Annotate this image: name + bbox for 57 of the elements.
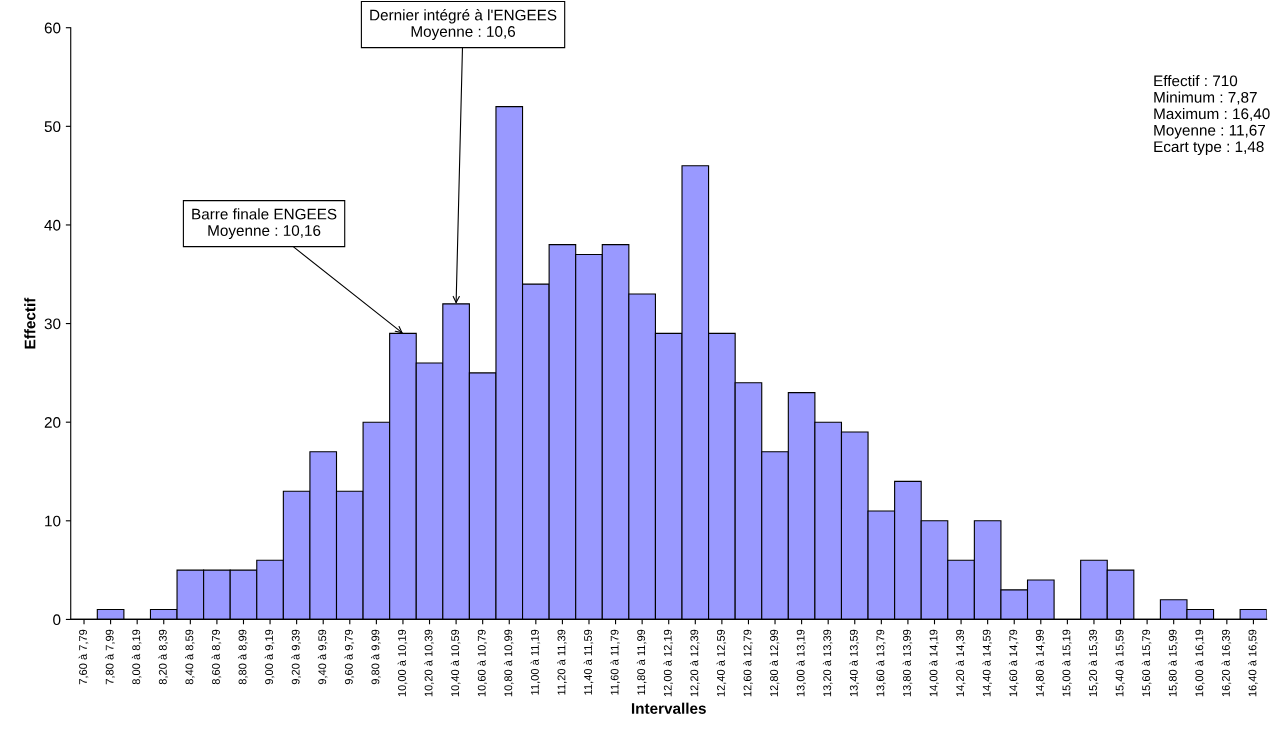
x-axis-title: Intervalles bbox=[631, 702, 706, 714]
x-tick-label: 12,00 à 12,19 bbox=[663, 629, 674, 697]
x-tick-label: 7,60 à 7,79 bbox=[78, 629, 89, 685]
x-tick-label: 15,80 à 15,99 bbox=[1168, 629, 1178, 697]
x-tick-label: 16,20 à 16,39 bbox=[1221, 629, 1232, 697]
x-tick-label: 8,60 à 8,79 bbox=[211, 629, 222, 685]
x-tick-label: 14,60 à 14,79 bbox=[1008, 629, 1019, 697]
x-tick-label: 11,20 à 11,39 bbox=[557, 629, 567, 695]
x-tick-label: 9,40 à 9,59 bbox=[317, 629, 328, 685]
x-tick-label: 7,80 à 7,99 bbox=[105, 629, 115, 685]
x-tick-label: 14,40 à 14,59 bbox=[982, 629, 992, 697]
x-tick-label: 12,80 à 12,99 bbox=[769, 629, 780, 697]
x-tick-label: 8,20 à 8,39 bbox=[158, 629, 169, 685]
y-tick-label: 60 bbox=[44, 22, 61, 34]
y-tick-label: 20 bbox=[44, 417, 61, 428]
x-tick-label: 9,80 à 9,99 bbox=[371, 629, 381, 685]
x-tick-label: 8,80 à 8,99 bbox=[238, 629, 248, 685]
x-tick-label: 9,00 à 9,19 bbox=[264, 629, 275, 685]
x-tick-label: 8,40 à 8,59 bbox=[185, 629, 195, 685]
x-tick-label: 13,20 à 13,39 bbox=[822, 629, 833, 697]
y-tick-label: 0 bbox=[53, 614, 61, 626]
x-tick-label: 12,60 à 12,79 bbox=[743, 629, 753, 697]
x-tick-label: 10,20 à 10,39 bbox=[424, 629, 434, 697]
x-tick-label: 10,00 à 10,19 bbox=[397, 629, 408, 697]
x-tick-label: 9,20 à 9,39 bbox=[291, 629, 301, 685]
x-tick-label: 8,00 à 8,19 bbox=[131, 629, 142, 685]
y-tick-label: 40 bbox=[44, 219, 61, 231]
x-tick-label: 11,80 à 11,99 bbox=[636, 629, 647, 695]
x-tick-label: 16,00 à 16,19 bbox=[1194, 629, 1205, 697]
x-tick-label: 13,80 à 13,99 bbox=[902, 629, 913, 697]
x-tick-label: 16,40 à 16,59 bbox=[1248, 629, 1258, 697]
x-tick-label: 14,20 à 14,39 bbox=[955, 629, 966, 697]
y-tick-label: 50 bbox=[44, 121, 61, 133]
x-tick-label: 10,60 à 10,79 bbox=[477, 629, 487, 697]
x-tick-label: 9,60 à 9,79 bbox=[344, 629, 355, 685]
x-tick-label: 11,00 à 11,19 bbox=[530, 629, 541, 695]
x-tick-label: 14,80 à 14,99 bbox=[1035, 629, 1046, 697]
x-tick-label: 12,40 à 12,59 bbox=[716, 629, 727, 697]
annotation: Barre finale ENGEES Moyenne : 10,16 bbox=[192, 208, 337, 239]
x-tick-label: 15,00 à 15,19 bbox=[1062, 629, 1072, 697]
x-tick-label: 11,60 à 11,79 bbox=[610, 629, 620, 695]
annotation: Dernier intégré à l'ENGEES Moyenne : 10,6 bbox=[370, 9, 557, 40]
x-tick-label: 13,60 à 13,79 bbox=[876, 629, 886, 697]
x-tick-label: 10,80 à 10,99 bbox=[503, 629, 514, 697]
y-tick-label: 10 bbox=[45, 515, 61, 527]
y-axis-title: Effectif bbox=[24, 297, 36, 349]
annotation: Effectif : 710 Minimum : 7,87 Maximum : 16,40 Moyenne : 11,67 Ecart type : 1,48 bbox=[1154, 75, 1270, 156]
x-tick-label: 14,00 à 14,19 bbox=[929, 629, 939, 697]
x-tick-label: 11,40 à 11,59 bbox=[583, 629, 594, 695]
x-tick-label: 10,40 à 10,59 bbox=[450, 629, 461, 697]
x-tick-label: 15,60 à 15,79 bbox=[1141, 629, 1152, 697]
x-tick-label: 15,40 à 15,59 bbox=[1115, 629, 1125, 697]
y-tick-label: 30 bbox=[44, 318, 61, 330]
x-tick-label: 13,40 à 13,59 bbox=[849, 629, 860, 697]
x-tick-label: 15,20 à 15,39 bbox=[1088, 629, 1099, 697]
x-tick-label: 13,00 à 13,19 bbox=[796, 629, 806, 697]
x-tick-label: 12,20 à 12,39 bbox=[689, 629, 700, 697]
